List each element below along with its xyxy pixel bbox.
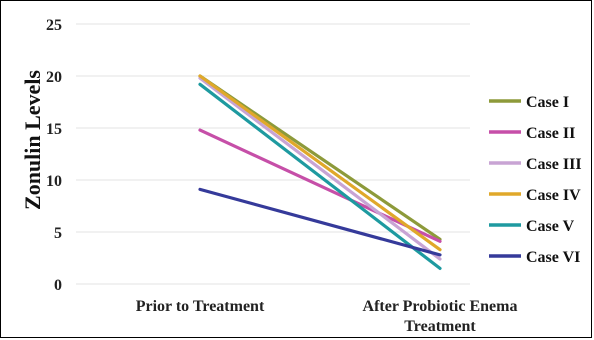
- legend-label: Case II: [526, 125, 575, 142]
- y-tick-label: 5: [54, 225, 62, 242]
- y-tick-label: 10: [46, 173, 62, 190]
- series-line-4: [198, 74, 442, 252]
- legend-label: Case IV: [526, 187, 581, 204]
- y-tick-label: 15: [46, 121, 62, 138]
- legend-label: Case VI: [526, 249, 580, 266]
- legend-label: Case V: [526, 218, 575, 235]
- legend-label: Case III: [526, 156, 582, 173]
- x-category-label: Prior to Treatment: [136, 298, 265, 315]
- x-category-label: After Probiotic Enema Treatment: [363, 298, 518, 335]
- y-axis-label: Zonulin Levels: [20, 70, 45, 210]
- series-line-6: [198, 187, 442, 257]
- legend-label: Case I: [526, 94, 569, 111]
- series-line-3: [198, 76, 442, 261]
- y-tick-label: 25: [46, 17, 62, 34]
- series-line-5: [198, 82, 442, 270]
- series-line-2: [198, 128, 442, 243]
- y-tick-label: 0: [54, 277, 62, 294]
- y-tick-label: 20: [46, 69, 62, 86]
